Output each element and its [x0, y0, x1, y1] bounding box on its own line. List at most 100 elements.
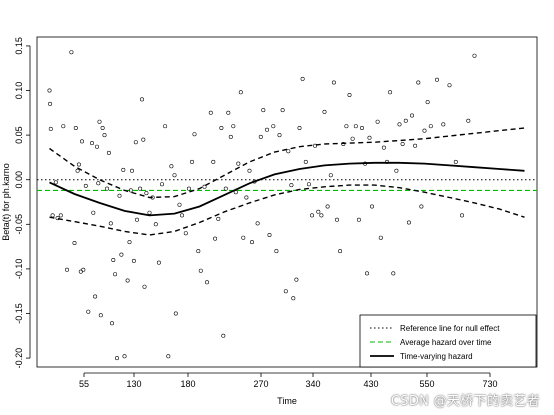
time-varying-hazard-line — [49, 161, 525, 217]
legend-label: Average hazard over time — [400, 338, 492, 347]
data-point — [419, 204, 424, 209]
data-point — [300, 76, 305, 81]
data-point — [425, 100, 430, 105]
data-point — [434, 77, 439, 82]
data-point — [102, 133, 107, 138]
y-tick-label: -0.20 — [14, 348, 24, 369]
data-point — [138, 186, 143, 191]
data-point — [47, 88, 52, 93]
data-point — [122, 354, 127, 359]
data-point — [83, 183, 88, 188]
upper-confidence-line — [49, 127, 525, 199]
data-point — [142, 284, 147, 289]
data-point — [172, 173, 177, 178]
data-point — [277, 133, 282, 138]
legend-label: Reference line for null effect — [400, 324, 500, 333]
data-point — [198, 268, 203, 273]
data-point — [144, 191, 149, 196]
data-point — [115, 356, 120, 361]
data-point — [166, 354, 171, 359]
data-point — [325, 204, 330, 209]
plot-frame — [36, 36, 538, 368]
data-point — [105, 186, 110, 191]
y-tick-label: 0.10 — [14, 82, 24, 100]
data-point — [294, 277, 299, 282]
data-point — [328, 173, 333, 178]
y-tick-label: 0.05 — [14, 126, 24, 144]
data-point — [267, 233, 272, 238]
data-point — [205, 280, 210, 285]
data-point — [96, 181, 101, 186]
data-point — [369, 204, 374, 209]
data-point — [391, 271, 396, 276]
data-point — [113, 272, 118, 277]
data-point — [403, 118, 408, 123]
y-tick-label: 0.15 — [14, 37, 24, 55]
data-point — [228, 134, 233, 139]
data-point — [186, 186, 191, 191]
data-point — [400, 142, 405, 147]
data-point — [226, 110, 231, 115]
data-point — [261, 108, 266, 113]
x-tick-label: 340 — [305, 379, 320, 389]
data-point — [72, 241, 77, 246]
data-point — [250, 240, 255, 245]
data-point — [459, 213, 464, 218]
data-point — [271, 124, 276, 129]
data-point — [367, 135, 372, 140]
data-point — [48, 101, 53, 106]
data-point — [58, 213, 63, 218]
data-point — [221, 333, 226, 338]
x-tick-label: 270 — [253, 379, 268, 389]
data-point — [211, 159, 216, 164]
data-point — [274, 249, 279, 254]
data-point — [93, 294, 98, 299]
x-tick-label: 550 — [419, 379, 434, 389]
legend-label: Time-varying hazard — [400, 352, 473, 361]
data-point — [180, 213, 185, 218]
data-point — [219, 126, 224, 131]
data-point — [108, 221, 113, 226]
data-point — [375, 119, 380, 124]
legend-box — [359, 314, 537, 368]
data-point — [255, 221, 260, 226]
data-point — [90, 141, 95, 146]
data-point — [69, 50, 74, 55]
data-point — [111, 257, 116, 262]
data-point — [350, 136, 355, 141]
data-point — [453, 159, 458, 164]
data-point — [55, 216, 60, 221]
x-tick-label: 55 — [79, 379, 89, 389]
data-point — [319, 213, 324, 218]
y-tick-label: -0.05 — [14, 214, 24, 235]
data-point — [127, 240, 132, 245]
data-point — [156, 260, 161, 265]
data-point — [160, 182, 165, 187]
y-tick-label: 0.00 — [14, 171, 24, 189]
data-point — [241, 235, 246, 240]
data-point — [291, 296, 296, 301]
data-point — [244, 195, 249, 200]
data-point — [190, 159, 195, 164]
x-axis-label: Time — [277, 396, 297, 406]
data-point — [356, 217, 361, 222]
data-point — [338, 249, 343, 254]
data-point — [53, 180, 58, 185]
data-point — [428, 124, 433, 129]
series-lines — [49, 127, 525, 236]
data-point — [297, 126, 302, 131]
data-point — [131, 258, 136, 263]
data-point — [163, 124, 168, 129]
data-point — [135, 217, 140, 222]
x-axis: 55 130 180 270 340 430 550 730 — [79, 372, 498, 389]
data-point — [140, 97, 145, 102]
data-point — [286, 149, 291, 154]
data-point — [119, 252, 124, 257]
data-point — [472, 53, 477, 58]
data-point — [223, 186, 228, 191]
data-point — [86, 309, 91, 314]
data-point — [130, 168, 135, 173]
data-point — [177, 202, 182, 207]
data-point — [216, 216, 221, 221]
